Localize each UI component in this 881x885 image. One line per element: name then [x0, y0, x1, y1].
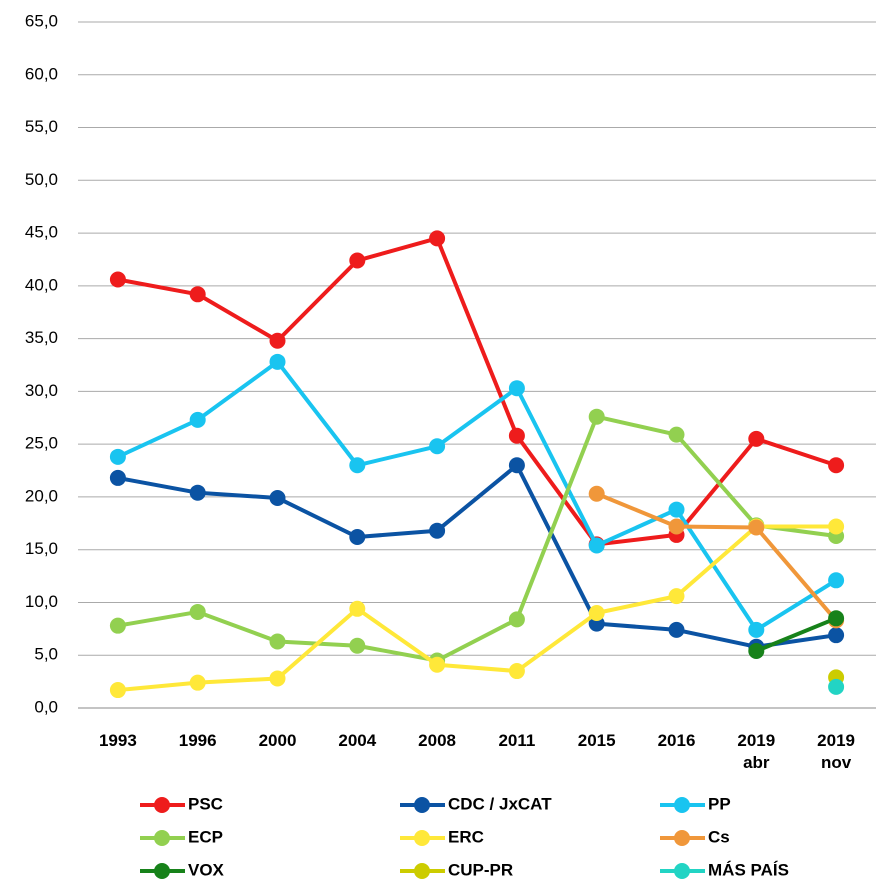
y-tick-label: 65,0 — [25, 11, 58, 30]
legend-swatch-dot — [674, 830, 690, 846]
data-point — [508, 663, 525, 680]
legend-label: CDC / JxCAT — [448, 794, 552, 813]
series-line — [117, 359, 838, 632]
data-point — [508, 457, 525, 474]
legend-label: MÁS PAÍS — [708, 860, 789, 879]
legend-label: ECP — [188, 827, 223, 846]
series-line — [117, 463, 837, 649]
data-point — [668, 426, 685, 443]
series-line — [595, 491, 838, 622]
data-point — [429, 230, 446, 247]
data-point — [429, 438, 446, 455]
data-point — [828, 572, 845, 589]
y-tick-label: 40,0 — [25, 275, 58, 294]
data-point — [269, 332, 286, 349]
data-point — [189, 286, 206, 303]
data-point — [828, 610, 845, 627]
x-tick-label: 2000 — [258, 731, 297, 750]
legend-swatch-dot — [154, 797, 170, 813]
x-tick-label: 1993 — [98, 731, 137, 750]
data-point — [668, 621, 685, 638]
data-point — [349, 457, 366, 474]
data-point — [189, 674, 206, 691]
x-tick-label: 2015 — [577, 731, 616, 750]
data-point — [109, 682, 126, 699]
data-point — [588, 485, 605, 502]
data-point — [748, 643, 765, 660]
y-tick-label: 30,0 — [25, 381, 58, 400]
data-point — [828, 678, 845, 695]
legend-label: Cs — [708, 827, 730, 846]
x-tick-label: 2008 — [418, 731, 456, 750]
data-point — [189, 603, 206, 620]
data-point — [109, 448, 126, 465]
data-point — [588, 537, 605, 554]
data-point — [189, 484, 206, 501]
data-point — [429, 656, 446, 673]
series-line — [755, 616, 837, 653]
y-tick-label: 55,0 — [25, 117, 58, 136]
data-point — [828, 457, 845, 474]
data-point — [349, 529, 366, 546]
legend-swatch-dot — [154, 830, 170, 846]
legend-swatch-dot — [414, 863, 430, 879]
data-point — [189, 411, 206, 428]
data-point — [109, 617, 126, 634]
legend-label: ERC — [448, 827, 484, 846]
data-point — [349, 252, 366, 269]
data-point — [349, 637, 366, 654]
legend-label: PP — [708, 794, 731, 813]
data-point — [269, 633, 286, 650]
data-point — [508, 611, 525, 628]
legend-label: CUP-PR — [448, 860, 513, 879]
legend-label: PSC — [188, 794, 223, 813]
data-point — [588, 605, 605, 622]
legend-swatch-dot — [414, 830, 430, 846]
data-point — [508, 380, 525, 397]
x-tick-label: 2019 abr — [737, 731, 776, 772]
data-point — [269, 670, 286, 687]
series-line — [117, 524, 837, 693]
data-point — [668, 501, 685, 518]
legend-swatch-dot — [154, 863, 170, 879]
data-point — [109, 469, 126, 486]
series-line — [117, 236, 837, 547]
data-point — [109, 271, 126, 288]
legend-label: VOX — [188, 860, 225, 879]
y-tick-label: 10,0 — [25, 592, 58, 611]
legend-swatch-dot — [674, 863, 690, 879]
y-tick-label: 0,0 — [34, 697, 58, 716]
data-point — [748, 430, 765, 447]
x-tick-label: 2019 nov — [817, 731, 855, 772]
data-point — [748, 621, 765, 638]
y-tick-label: 15,0 — [25, 539, 58, 558]
data-point — [588, 408, 605, 425]
legend-swatch-dot — [674, 797, 690, 813]
y-tick-label: 35,0 — [25, 328, 58, 347]
data-point — [668, 588, 685, 605]
series-line — [117, 414, 837, 663]
x-tick-label: 1996 — [178, 731, 217, 750]
data-point — [748, 519, 765, 536]
x-tick-label: 2004 — [338, 731, 377, 750]
y-tick-label: 45,0 — [25, 223, 58, 242]
legend-swatch-dot — [414, 797, 430, 813]
data-point — [668, 518, 685, 535]
data-point — [269, 353, 286, 370]
data-point — [349, 600, 366, 617]
y-tick-label: 20,0 — [25, 486, 58, 505]
x-tick-label: 2016 — [657, 731, 696, 750]
data-point — [429, 522, 446, 539]
y-tick-label: 25,0 — [25, 434, 58, 453]
y-tick-label: 50,0 — [25, 170, 58, 189]
data-point — [269, 489, 286, 506]
y-tick-label: 5,0 — [34, 645, 58, 664]
x-tick-label: 2011 — [498, 731, 536, 750]
y-tick-label: 60,0 — [25, 64, 58, 83]
data-point — [828, 518, 845, 535]
data-point — [508, 427, 525, 444]
data-point — [828, 627, 845, 644]
